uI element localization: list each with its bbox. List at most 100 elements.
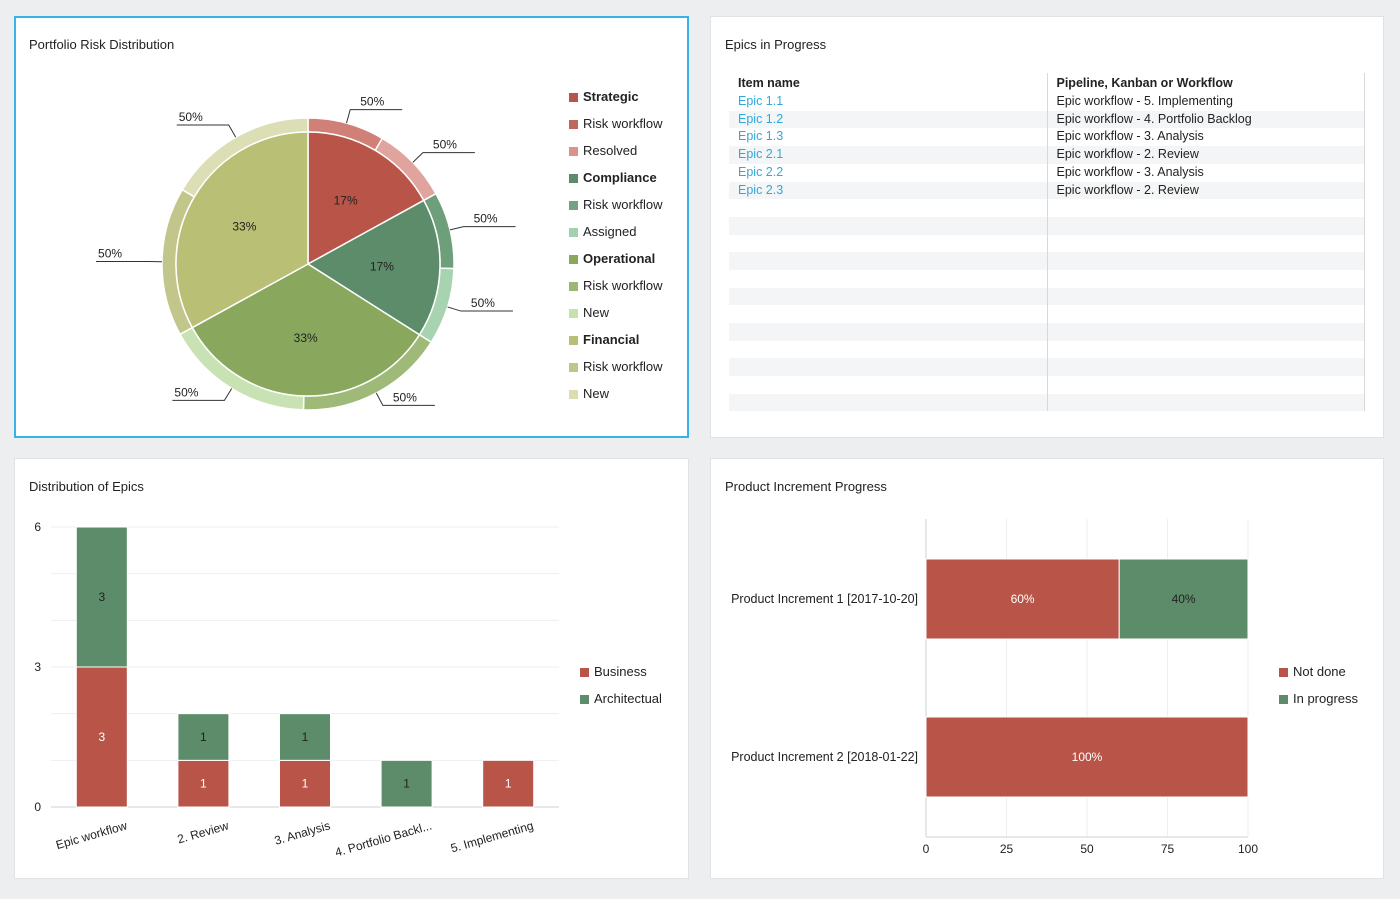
legend-item[interactable]: Risk workflow [569,117,662,144]
y-tick-label: 3 [34,660,41,674]
workflow-cell [1047,393,1365,412]
distribution-bar-chart[interactable]: 0 3 6 3 3 Epic workflow 1 1 2. Review 1 1 3. Analys… [15,499,575,879]
pie-leader-line [449,226,516,231]
table-row[interactable]: Epic 1.2 Epic workflow - 4. Portfolio Bac… [729,110,1365,129]
bar-segment[interactable] [482,759,535,808]
pie-inner-slice[interactable] [306,199,441,336]
bar-segment[interactable] [75,526,128,668]
table-row[interactable]: Epic 2.3 Epic workflow - 2. Review [729,181,1365,200]
legend-item[interactable]: Business [580,665,662,692]
legend-item[interactable]: New [569,306,662,333]
workflow-cell [1047,234,1365,253]
y-category-label: Product Increment 2 [2018-01-22] [731,750,918,764]
column-header-item-name[interactable]: Item name [729,73,1048,93]
item-name-cell [729,376,1048,394]
pie-inner-label: 33% [294,331,318,345]
item-name-cell: Epic 1.3 [729,128,1048,147]
bar-segment[interactable] [1118,558,1249,640]
column-header-workflow[interactable]: Pipeline, Kanban or Workflow [1047,73,1365,93]
legend-item[interactable]: Not done [1279,665,1358,692]
legend-item[interactable]: Strategic [569,90,662,117]
x-tick-label: 75 [1161,842,1175,856]
bar-value-label: 1 [200,730,207,744]
epic-link[interactable]: Epic 2.2 [738,164,784,179]
pie-inner-slice[interactable] [175,131,309,329]
bar-segment[interactable] [925,716,1249,798]
item-name-cell [729,305,1048,324]
item-name-cell [729,393,1048,412]
legend-item[interactable]: Architectual [580,692,662,719]
epic-link[interactable]: Epic 2.3 [738,182,784,197]
legend-label: Not done [1293,664,1346,679]
workflow-cell [1047,252,1365,270]
legend-label: Resolved [583,143,638,158]
legend-item[interactable]: Assigned [569,225,662,252]
item-name-cell [729,269,1048,288]
epic-link[interactable]: Epic 2.1 [738,147,784,162]
legend-item[interactable]: Risk workflow [569,279,662,306]
bar-segment[interactable] [925,558,1120,640]
increment-bar-chart[interactable]: 0 25 50 75 100 Product Increment 1 [2017-10-2… [711,499,1271,879]
legend-swatch [1279,668,1288,677]
table-row[interactable]: Epic 1.3 Epic workflow - 3. Analysis [729,128,1365,147]
legend-label: Strategic [583,89,639,104]
x-tick-label: 0 [923,842,930,856]
legend-item[interactable]: Risk workflow [569,360,662,387]
legend-swatch [569,282,578,291]
y-tick-label: 6 [34,520,41,534]
bar-segment[interactable] [75,666,128,808]
x-tick-label: 100 [1238,842,1258,856]
legend-swatch [569,309,578,318]
pie-outer-label: 50% [393,390,417,404]
bar-segment[interactable] [177,759,230,808]
legend-item[interactable]: Resolved [569,144,662,171]
pie-inner-label: 33% [232,219,256,233]
portfolio-risk-panel[interactable]: Portfolio Risk Distribution 17% 17% 33% 33%… [14,16,689,438]
bar-value-label: 3 [98,730,105,744]
workflow-cell [1047,358,1365,377]
epic-link[interactable]: Epic 1.2 [738,111,784,126]
legend-item[interactable]: Risk workflow [569,198,662,225]
legend-swatch [569,201,578,210]
legend-item[interactable]: New [569,387,662,414]
risk-pie-chart[interactable]: 17% 17% 33% 33% 50% 50% 50% 50% 50% 50% 50% 50% [16,56,556,436]
legend-item[interactable]: Financial [569,333,662,360]
distribution-legend: Business Architectual [580,665,662,719]
table-row [729,358,1365,377]
item-name-cell [729,234,1048,253]
x-tick-label: Epic workflow [54,818,129,852]
item-name-cell: Epic 2.2 [729,163,1048,182]
bar-segment[interactable] [380,759,433,808]
workflow-cell: Epic workflow - 5. Implementing [1047,93,1365,111]
pie-outer-label: 50% [433,138,457,152]
legend-item[interactable]: Operational [569,252,662,279]
table-row[interactable]: Epic 1.1 Epic workflow - 5. Implementing [729,93,1365,111]
table-row[interactable]: Epic 2.1 Epic workflow - 2. Review [729,146,1365,164]
pie-inner-slice[interactable] [307,131,425,266]
legend-label: Risk workflow [583,359,663,374]
table-row[interactable]: Epic 2.2 Epic workflow - 3. Analysis [729,163,1365,182]
legend-label: New [583,305,610,320]
table-row [729,323,1365,341]
legend-swatch [580,695,589,704]
bar-segment[interactable] [279,759,331,808]
panel-title: Portfolio Risk Distribution [29,37,175,52]
bar-segment[interactable] [279,713,331,761]
bar-value-label: 1 [302,777,309,791]
legend-swatch [569,228,578,237]
epic-link[interactable]: Epic 1.1 [738,94,784,108]
item-name-cell: Epic 2.1 [729,146,1048,164]
workflow-cell: Epic workflow - 3. Analysis [1047,163,1365,182]
epic-link[interactable]: Epic 1.3 [738,129,784,144]
legend-swatch [569,390,578,399]
legend-item[interactable]: Compliance [569,171,662,198]
workflow-cell: Epic workflow - 2. Review [1047,146,1365,164]
y-tick-label: 0 [34,800,41,814]
pie-outer-label: 50% [360,95,384,109]
table-row [729,393,1365,412]
pie-outer-label: 50% [98,246,122,260]
bar-value-label: 40% [1172,592,1196,606]
legend-swatch [569,363,578,372]
bar-segment[interactable] [177,713,230,761]
legend-item[interactable]: In progress [1279,692,1358,719]
